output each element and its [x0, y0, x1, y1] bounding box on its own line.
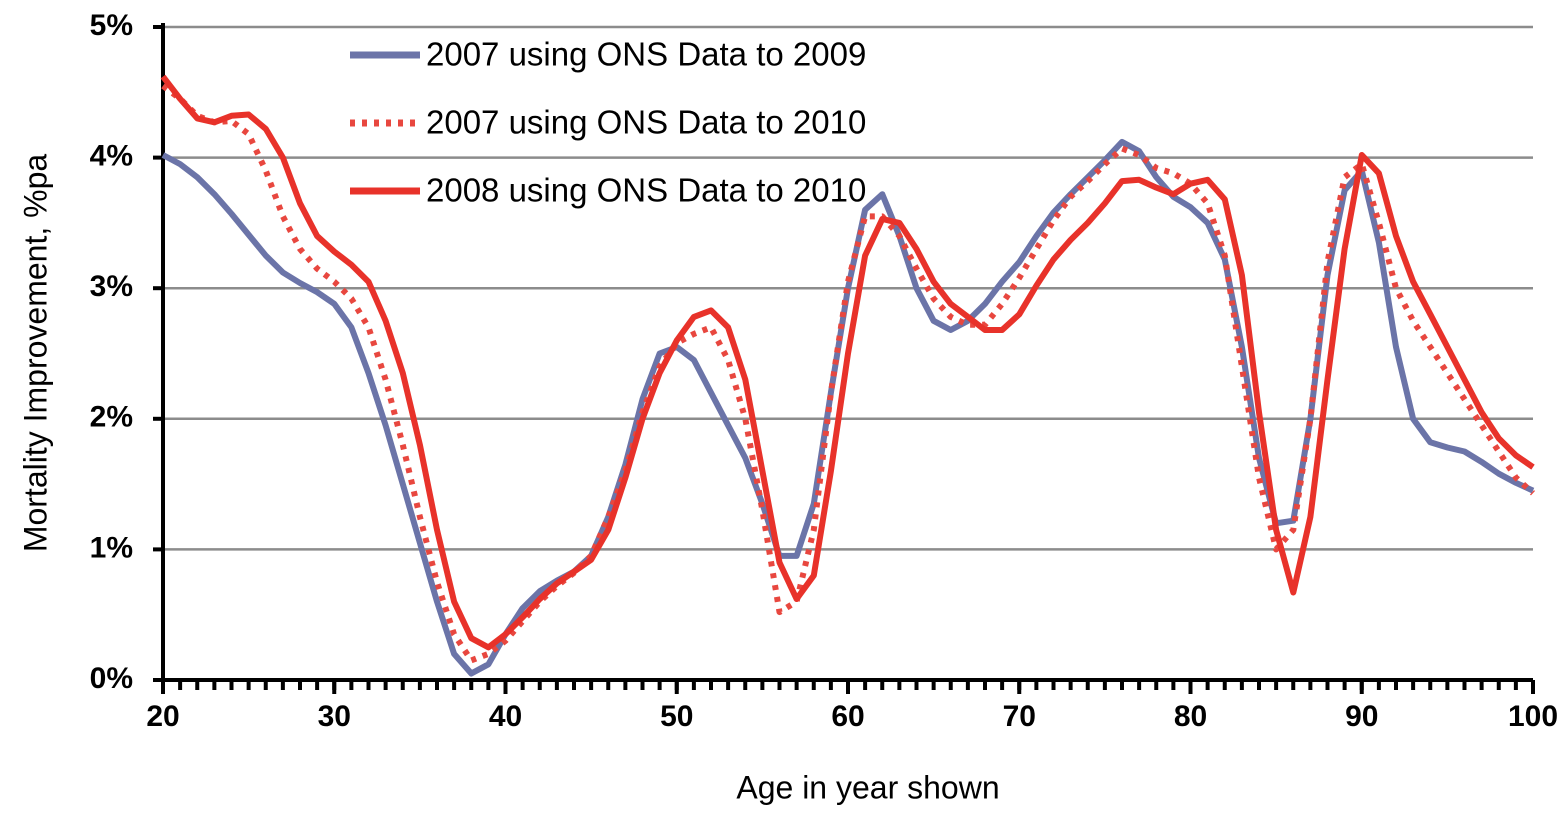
x-tick-label: 60	[831, 700, 864, 733]
data-line	[161, 138, 1535, 677]
y-tick-label: 1%	[90, 531, 133, 564]
y-tick-label: 0%	[90, 662, 133, 695]
y-tick-label: 3%	[90, 270, 133, 303]
x-tick-label: 80	[1174, 700, 1207, 733]
legend-label: 2007 using ONS Data to 2010	[426, 104, 866, 141]
data-line	[161, 83, 1536, 664]
x-tick-label: 100	[1508, 700, 1558, 733]
y-axis-title: Mortality Improvement, %pa	[17, 154, 53, 553]
x-tick-label: 40	[489, 700, 522, 733]
legend-label: 2007 using ONS Data to 2009	[426, 36, 866, 73]
x-tick-label: 90	[1345, 700, 1378, 733]
y-tick-label: 2%	[90, 401, 133, 434]
x-axis-title: Age in year shown	[736, 769, 999, 805]
y-tick-label: 4%	[90, 140, 133, 173]
x-tick-label: 20	[146, 700, 179, 733]
x-tick-label: 70	[1003, 700, 1036, 733]
legend-label: 2008 using ONS Data to 2010	[426, 172, 866, 209]
x-tick-label: 50	[660, 700, 693, 733]
data-line	[160, 74, 1535, 651]
x-tick-label: 30	[318, 700, 351, 733]
y-tick-label: 5%	[90, 9, 133, 42]
